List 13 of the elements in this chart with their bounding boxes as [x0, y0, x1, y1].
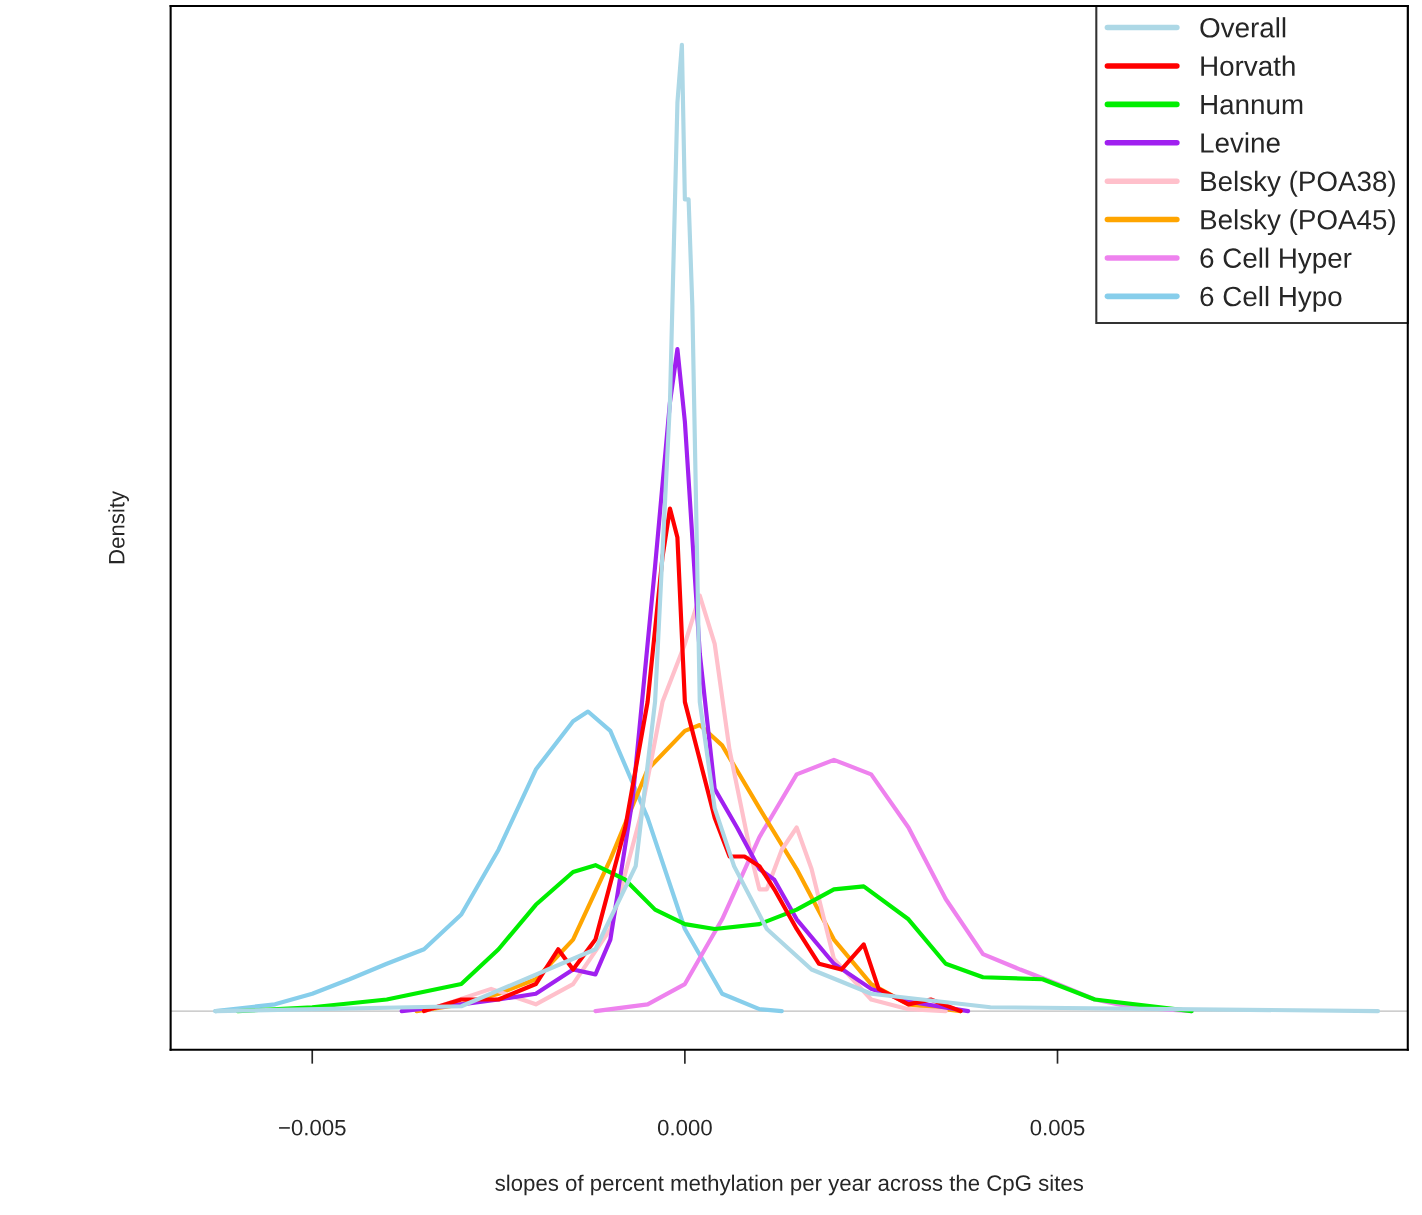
- y-axis-title: Density: [108, 490, 129, 564]
- legend-label: Horvath: [1201, 55, 1295, 76]
- legend-label: Belsky (POA38): [1201, 170, 1395, 197]
- x-tick-label: 0.000: [657, 1119, 712, 1136]
- legend-label: 6 Cell Hypo: [1200, 285, 1342, 312]
- legend-label: Levine: [1201, 132, 1280, 153]
- x-axis-title: slopes of percent methylation per year across the CpG sites: [495, 1174, 1084, 1196]
- legend-label: Belsky (POA45): [1201, 209, 1395, 236]
- legend-label: 6 Cell Hyper: [1200, 247, 1352, 274]
- x-tick-label: 0.005: [1030, 1119, 1085, 1136]
- legend-label: Overall: [1200, 17, 1286, 38]
- legend-label: Hannum: [1201, 94, 1303, 115]
- x-tick-label: −0.005: [279, 1119, 346, 1136]
